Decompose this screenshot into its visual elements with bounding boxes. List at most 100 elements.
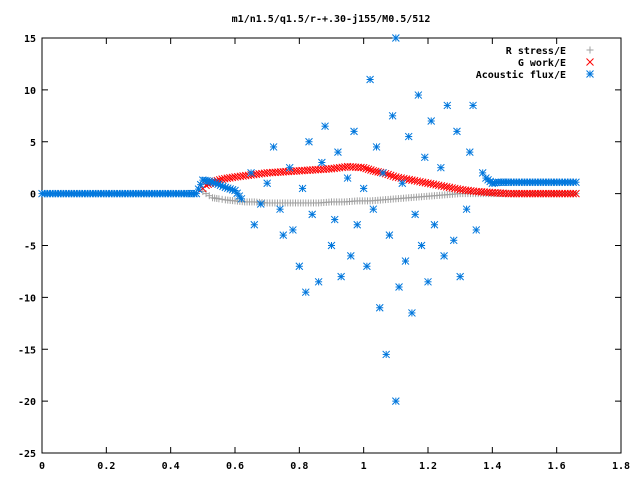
data-point [215, 195, 223, 203]
data-point [437, 163, 445, 172]
data-point [372, 143, 381, 151]
data-point [298, 184, 307, 193]
legend-marker [586, 46, 594, 54]
data-point [350, 127, 358, 136]
data-point [369, 205, 378, 214]
legend-label: Acoustic flux/E [476, 69, 566, 81]
y-tick-label: -25 [18, 449, 36, 460]
data-point [469, 101, 477, 110]
x-tick-label: 1.2 [419, 461, 437, 472]
data-point [572, 178, 580, 187]
data-point [386, 171, 395, 180]
data-point [569, 189, 578, 198]
data-point [424, 277, 432, 286]
data-point [558, 189, 567, 198]
data-point [308, 210, 317, 219]
data-point [247, 169, 255, 177]
data-point [427, 117, 436, 125]
x-tick-label: 0.2 [97, 461, 115, 472]
data-point [465, 148, 474, 156]
data-point [327, 241, 336, 250]
data-point [353, 220, 362, 229]
data-point [256, 200, 265, 208]
y-tick-label: -5 [24, 242, 36, 253]
data-point [218, 195, 226, 203]
series-2 [38, 34, 580, 405]
data-point [566, 189, 575, 198]
x-tick-label: 1.8 [612, 461, 630, 472]
data-point [384, 170, 392, 179]
data-point [371, 167, 380, 176]
data-point [337, 272, 346, 281]
tick-labels: 0 0.2 0.4 0.6 0.8 1 1.2 1.4 1.6 1.8 15 10 5 0 -5 -10 -15… [18, 34, 630, 472]
data-point [285, 163, 294, 172]
data-point [389, 172, 398, 181]
data-point [401, 257, 410, 265]
data-point [550, 189, 558, 198]
y-tick-label: -15 [18, 345, 36, 356]
data-point [263, 179, 272, 188]
data-point [317, 158, 326, 167]
legend-marker [586, 58, 594, 66]
data-point [398, 179, 407, 188]
data-point [375, 303, 384, 312]
data-point [359, 184, 368, 193]
data-point [385, 231, 394, 239]
data-point [250, 220, 259, 229]
data-point [276, 205, 284, 214]
data-point [404, 132, 413, 141]
data-point [555, 189, 564, 198]
data-point [362, 164, 370, 173]
data-point [453, 127, 461, 136]
data-point [563, 189, 572, 198]
data-point [472, 226, 481, 234]
data-point [414, 91, 423, 99]
series-1 [198, 162, 580, 198]
data-point [237, 194, 246, 203]
data-point [330, 215, 339, 224]
x-tick-label: 0.8 [290, 461, 308, 472]
data-point [443, 101, 452, 110]
data-marks [38, 34, 580, 405]
data-point [572, 189, 580, 198]
x-tick-label: 0 [39, 461, 45, 472]
data-point [321, 122, 329, 131]
data-point [417, 241, 426, 250]
data-point [369, 166, 378, 175]
data-point [301, 288, 310, 297]
chart-title: m1/n1.5/q1.5/r-+.30-j155/M0.5/512 [232, 13, 431, 25]
data-point [552, 189, 561, 198]
y-tick-label: 15 [24, 34, 36, 45]
data-point [449, 236, 458, 245]
data-point [295, 262, 304, 271]
data-point [367, 166, 375, 174]
data-point [305, 137, 313, 146]
legend-marker [586, 70, 594, 78]
data-point [334, 148, 342, 156]
data-point [346, 252, 355, 260]
data-point [395, 283, 403, 291]
y-tick-label: -10 [18, 293, 36, 304]
x-tick-label: 0.6 [226, 461, 244, 472]
data-point [561, 189, 569, 198]
data-point [430, 220, 439, 229]
x-tick-label: 1.6 [548, 461, 566, 472]
y-tick-label: 10 [24, 86, 36, 97]
x-tick-label: 1 [361, 461, 367, 472]
data-point [408, 309, 416, 317]
data-point [314, 277, 323, 286]
legend-label: G work/E [518, 58, 566, 69]
data-point [411, 210, 419, 219]
legend-label: R stress/E [506, 46, 566, 57]
data-point [374, 167, 382, 176]
y-tick-label: 5 [30, 138, 36, 149]
x-tick-label: 0.4 [162, 461, 180, 472]
data-point [363, 262, 371, 271]
data-point [289, 226, 297, 234]
data-point [456, 272, 465, 281]
data-point [440, 252, 448, 260]
data-point [382, 350, 391, 359]
y-tick-label: 0 [30, 190, 36, 201]
